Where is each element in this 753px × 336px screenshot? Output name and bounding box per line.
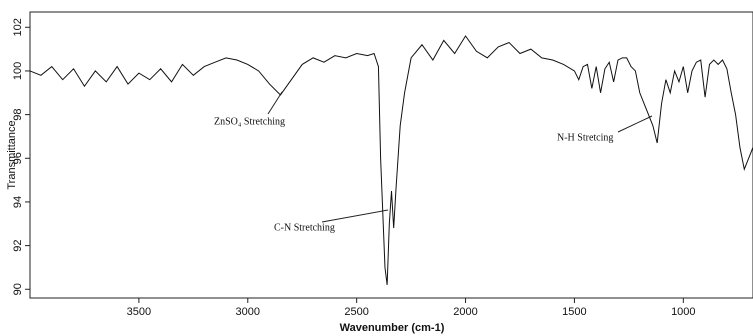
x-tick-label: 3000 [236,306,260,318]
y-tick-label: 92 [12,239,24,251]
x-tick-label: 2500 [344,306,368,318]
y-tick-label: 96 [12,152,24,164]
y-tick-label: 90 [12,283,24,295]
x-tick-label: 1000 [671,306,695,318]
x-tick-label: 2000 [453,306,477,318]
annotation: C-N Stretching [274,222,335,233]
x-tick-label: 1500 [562,306,586,318]
y-tick-label: 102 [12,18,24,36]
leader-line [267,91,283,115]
y-axis-label: Transmittance [6,120,18,189]
annotation: ZnSO₄ Stretching [214,116,285,127]
y-tick-label: 100 [12,62,24,80]
leader-line [617,115,653,133]
y-tick-label: 98 [12,108,24,120]
plot-frame [29,11,753,299]
y-tick-label: 94 [12,196,24,208]
x-tick-label: 3500 [127,306,151,318]
leader-line [321,209,389,223]
x-axis-label: Wavenumber (cm-1) [340,322,445,334]
spectrum-line [29,35,753,285]
annotation: N-H Stretcing [557,132,613,143]
